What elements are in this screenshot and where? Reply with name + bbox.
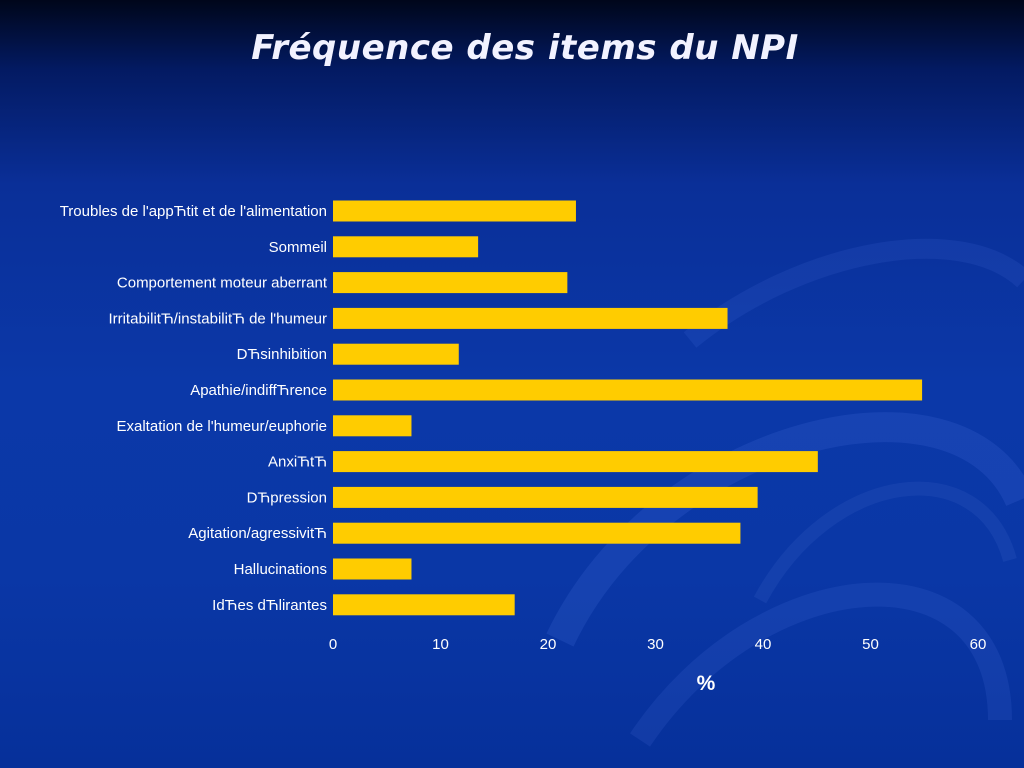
bar (333, 451, 818, 473)
x-tick-label: 50 (862, 636, 879, 653)
x-axis-label: % (697, 672, 716, 695)
category-label: AnxiЋtЋ (268, 454, 327, 471)
bar (333, 415, 412, 437)
category-label: Apathie/indiffЋrence (190, 382, 327, 399)
x-tick-labels: 0 10 20 30 40 50 60 (329, 636, 987, 653)
bar (333, 236, 479, 258)
category-label: DЋsinhibition (237, 346, 327, 363)
category-label: Sommeil (269, 239, 327, 256)
bar (333, 200, 576, 222)
bar (333, 522, 741, 544)
x-tick-label: 0 (329, 636, 337, 653)
x-tick-label: 30 (647, 636, 664, 653)
category-label: Comportement moteur aberrant (117, 275, 328, 292)
category-labels: Troubles de l'appЋtit et de l'alimentati… (60, 203, 328, 614)
bars (333, 200, 923, 616)
chart-title: Fréquence des items du NPI (251, 28, 799, 68)
category-label: Exaltation de l'humeur/euphorie (117, 418, 328, 435)
category-label: Troubles de l'appЋtit et de l'alimentati… (60, 203, 327, 220)
x-tick-label: 10 (432, 636, 449, 653)
bar (333, 486, 758, 508)
bar (333, 272, 568, 294)
category-label: IrritabilitЋ/instabilitЋ de l'humeur (108, 310, 327, 327)
x-tick-label: 60 (970, 636, 987, 653)
bar (333, 594, 515, 616)
x-tick-label: 20 (540, 636, 557, 653)
x-tick-label: 40 (755, 636, 772, 653)
category-label: DЋpression (247, 489, 327, 506)
bar (333, 379, 923, 401)
bar (333, 558, 412, 580)
bar (333, 343, 459, 365)
category-label: Agitation/agressivitЋ (188, 525, 327, 542)
category-label: Hallucinations (234, 561, 327, 578)
bar (333, 307, 728, 329)
category-label: IdЋes dЋlirantes (212, 597, 327, 614)
